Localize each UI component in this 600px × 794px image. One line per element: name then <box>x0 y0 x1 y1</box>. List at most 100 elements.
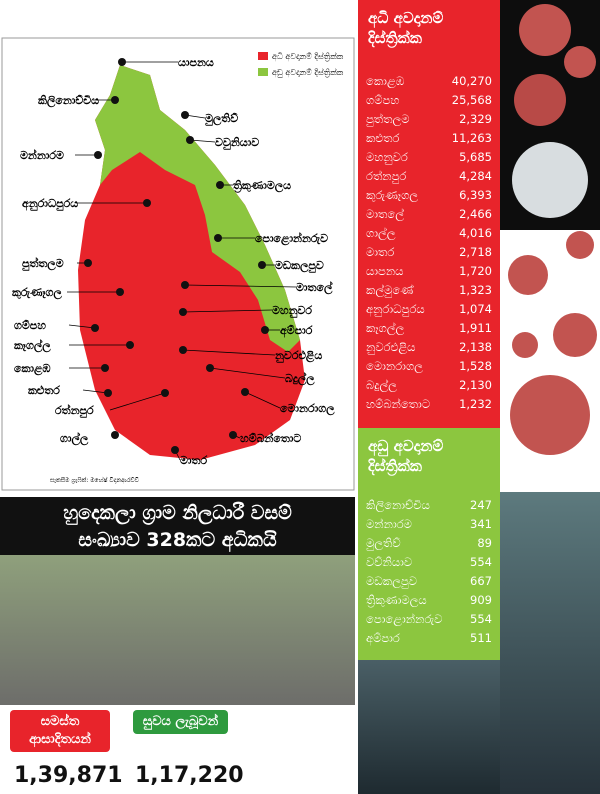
district-label: පුත්තලම <box>21 256 63 272</box>
leader-line <box>244 391 281 409</box>
district-dot <box>261 326 269 334</box>
headline-line: සංඛ්‍යාව 328කට අධිකයි <box>78 529 277 551</box>
count: 2,329 <box>459 112 492 126</box>
district: බදුල්ල <box>366 378 397 392</box>
district: රත්නපුර <box>366 169 407 183</box>
table-row: කළුතර 11,263 <box>358 129 500 148</box>
table-row: කෑගල්ල 1,911 <box>358 319 500 338</box>
district-label: මුලතිව් <box>205 112 238 127</box>
district: ගම්පහ <box>366 93 400 107</box>
count: 2,130 <box>459 378 492 392</box>
district-dot <box>111 431 119 439</box>
count: 6,393 <box>459 188 492 202</box>
credit: සැකසීම ග්‍රැෆික්: මහේෂ් විදානආරච්චි <box>50 477 140 485</box>
district-label: හම්බන්තොට <box>240 431 301 445</box>
district-label: යාපනය <box>178 56 214 69</box>
district: කල්මුණේ <box>366 283 414 297</box>
count: 1,074 <box>459 302 492 316</box>
table-row: රත්නපුර 4,284 <box>358 167 500 186</box>
total-value: 1,17,220 <box>135 763 244 788</box>
district-dot <box>111 96 119 104</box>
table-row: ගම්පහ 25,568 <box>358 91 500 110</box>
district: මොනරාගල <box>366 359 423 373</box>
district-dot <box>101 364 109 372</box>
table-row: අම්පාර 511 <box>358 629 500 648</box>
district-label: කොළඹ <box>14 362 51 377</box>
table-row: මොනරාගල 1,528 <box>358 357 500 376</box>
district: වව්නියාව <box>366 555 413 569</box>
district: මාතර <box>366 245 395 259</box>
district-dot <box>171 446 179 454</box>
district-label: මොනරාගල <box>280 402 335 417</box>
district-dot <box>161 389 169 397</box>
district-label: මාතලේ <box>296 280 333 296</box>
count: 909 <box>470 593 492 607</box>
count: 511 <box>470 631 492 645</box>
district: පුත්තලම <box>366 112 410 126</box>
legend-swatch <box>258 52 268 60</box>
district-label: රත්නපුර <box>55 403 94 419</box>
district-dot <box>241 388 249 396</box>
table-row: මාතලේ 2,466 <box>358 205 500 224</box>
district: අම්පාර <box>366 631 400 645</box>
count: 2,718 <box>459 245 492 259</box>
count: 1,323 <box>459 283 492 297</box>
district-dot <box>216 181 224 189</box>
table-row: කල්මුණේ 1,323 <box>358 281 500 300</box>
district-label: අනුරාධපුරය <box>22 197 78 211</box>
district-label: මාතර <box>180 454 207 467</box>
total-label: සමස්ත ආසාදිතයන් <box>10 710 110 752</box>
count: 1,720 <box>459 264 492 278</box>
legend-swatch <box>258 68 268 76</box>
table-row: කොළඹ 40,270 <box>358 72 500 91</box>
district-dot <box>116 288 124 296</box>
district: කිලිනොච්චිය <box>366 498 430 512</box>
district-label: මන්නාරම <box>20 148 64 162</box>
district-dot <box>181 281 189 289</box>
district-dot <box>179 308 187 316</box>
total-label: සුවය ලැබූවන් <box>133 710 228 734</box>
district: මහනුවර <box>366 150 408 164</box>
count: 40,270 <box>451 74 492 88</box>
count: 247 <box>470 498 492 512</box>
district-label: මහනුවර <box>272 304 312 318</box>
low-risk-panel: අඩු අවදානම් දිස්ත්‍රික්ක කිලිනොච්චිය 247 ම… <box>358 428 500 660</box>
district-dot <box>179 346 187 354</box>
vaccine-photo <box>358 660 500 794</box>
table-row: හම්බන්තොට 1,232 <box>358 395 500 414</box>
leader-line <box>209 367 286 379</box>
district-dot <box>118 58 126 66</box>
leader-line <box>182 309 273 313</box>
district-dot <box>143 199 151 207</box>
district: ගාල්ල <box>366 226 396 240</box>
panel-title: අධි අවදානම් දිස්ත්‍රික්ක <box>368 9 444 47</box>
count: 2,138 <box>459 340 492 354</box>
table-row: කිලිනොච්චිය 247 <box>358 496 500 515</box>
district-label: පොළොන්නරුව <box>255 231 328 247</box>
table-row: මඩකලපුව 667 <box>358 572 500 591</box>
count: 11,263 <box>451 131 492 145</box>
district: යාපනය <box>366 264 404 278</box>
district-label: ත්‍රිකුණාමලය <box>233 179 291 194</box>
count: 25,568 <box>451 93 492 107</box>
district-label: අම්පාර <box>280 324 313 338</box>
district: මාතලේ <box>366 207 404 221</box>
district: නුවරඑළිය <box>366 340 416 354</box>
district: ත්‍රිකුණාමලය <box>366 593 427 607</box>
totals: සමස්ත ආසාදිතයන් 1,39,871 සුවය ලැබූවන් 1,… <box>0 705 355 794</box>
leader-line <box>189 139 216 143</box>
count: 89 <box>477 536 492 550</box>
district-dot <box>186 136 194 144</box>
headline: හුදෙකලා ග්‍රාම නිලධාරී වසම් සංඛ්‍යාව 328… <box>0 497 355 555</box>
district-label: ගාල්ල <box>60 431 89 447</box>
district-dot <box>104 389 112 397</box>
vaccine-photo <box>500 492 600 794</box>
street-photo <box>0 555 355 705</box>
table-row: යාපනය 1,720 <box>358 262 500 281</box>
table-row: පුත්තලම 2,329 <box>358 110 500 129</box>
district: පොළොන්නරුව <box>366 612 443 626</box>
table-row: මුලතිව් 89 <box>358 534 500 553</box>
district: කොළඹ <box>366 74 405 88</box>
district-dot <box>84 259 92 267</box>
